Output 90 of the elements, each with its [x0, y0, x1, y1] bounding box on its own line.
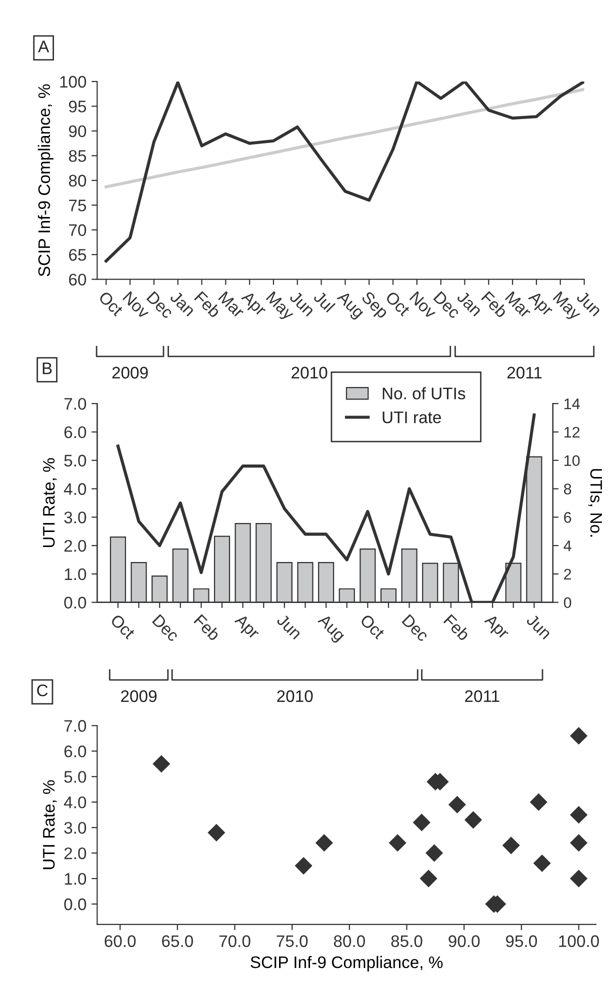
y-tick-label: 65: [69, 248, 86, 261]
chart-title: C: [37, 684, 48, 696]
y-tick-label: 3.0: [64, 822, 86, 834]
legend-label: No. of UTIs: [382, 387, 466, 400]
x-tick-label: Jun: [526, 613, 552, 640]
point: [208, 824, 226, 842]
x-tick-label: Oct: [110, 614, 136, 640]
point: [502, 836, 520, 854]
y-tick-label: 3.0: [64, 512, 86, 524]
y-tick-label: 6.0: [64, 746, 86, 758]
y-tick-label: 60: [69, 274, 86, 286]
y2-tick-label: 0: [564, 597, 572, 608]
point: [412, 814, 430, 832]
y-tick-label: 7.0: [64, 398, 86, 410]
line-series: [104, 88, 584, 188]
y-tick-label: 7.0: [64, 720, 86, 732]
y-tick-label: 2.0: [64, 540, 86, 552]
x-tick-label: Feb: [443, 614, 471, 642]
y2-tick-label: 4: [564, 540, 572, 552]
y-tick-label: 1.0: [64, 568, 86, 580]
y-tick-label: 6.0: [64, 426, 86, 438]
y-axis-title: UTI Rate, %: [43, 780, 57, 870]
x-tick-label: 65.0: [162, 935, 193, 948]
point: [448, 796, 466, 814]
point: [425, 844, 444, 862]
x-tick-label: Dec: [402, 614, 430, 642]
y-tick-label: 70: [69, 224, 86, 236]
x-tick-label: Jul: [312, 290, 336, 313]
text: 2009: [112, 366, 148, 379]
y-tick-label: 4.0: [64, 483, 86, 495]
x-tick-label: Aug: [315, 613, 346, 644]
point: [294, 857, 312, 875]
y-tick-label: 95: [69, 100, 86, 112]
chart-title: B: [42, 362, 52, 374]
y2-tick-label: 12: [564, 426, 580, 438]
point: [570, 870, 588, 888]
text: 2009: [121, 690, 157, 702]
x-tick-label: 95.0: [506, 935, 537, 948]
x-tick-label: Oct: [360, 614, 386, 640]
point: [533, 854, 551, 872]
point: [530, 793, 548, 811]
x-tick-label: Apr: [482, 613, 510, 642]
y-tick-label: 2.0: [64, 847, 86, 860]
text: 2011: [507, 366, 542, 379]
chart-title: A: [38, 40, 50, 52]
y2-tick-label: 10: [564, 455, 580, 466]
y2-tick-label: 6: [564, 512, 572, 523]
x-tick-label: Feb: [194, 614, 222, 642]
x-tick-label: 60.0: [104, 935, 136, 948]
y2-tick-label: 8: [564, 484, 572, 494]
point: [570, 834, 588, 852]
y2-axis-title: UTIs, No.: [588, 469, 602, 537]
y-tick-label: 1.0: [64, 872, 86, 885]
point: [464, 811, 482, 829]
point: [570, 806, 588, 824]
x-tick-label: 85.0: [391, 935, 422, 948]
x-tick-label: Apr: [232, 613, 261, 642]
x-tick-label: Jun: [276, 613, 302, 640]
point: [152, 755, 170, 773]
y2-tick-label: 14: [564, 398, 580, 410]
line-series: [104, 82, 584, 263]
y-tick-label: 0.0: [64, 898, 86, 910]
x-axis-title: SCIP Inf-9 Compliance, %: [250, 956, 443, 972]
x-tick-label: Oct: [384, 290, 411, 317]
point: [570, 727, 588, 745]
x-tick-label: 75.0: [276, 935, 308, 948]
x-tick-label: Dec: [152, 614, 180, 642]
y-tick-label: 100: [60, 76, 86, 88]
y-tick-label: 90: [69, 125, 86, 138]
y-tick-label: 75: [69, 200, 86, 212]
y-tick-label: 0.0: [64, 596, 86, 609]
text: 2010: [292, 366, 328, 379]
y-tick-label: 5.0: [64, 454, 86, 467]
y-axis-title: SCIP Inf-9 Compliance, %: [38, 84, 54, 276]
point: [315, 834, 333, 852]
x-tick-label: 100.0: [559, 935, 599, 948]
text: 2011: [465, 690, 500, 702]
x-tick-label: 80.0: [334, 935, 365, 948]
y2-tick-label: 2: [564, 568, 572, 580]
y-tick-label: 80: [68, 174, 86, 187]
legend-label: UTI rate: [382, 412, 441, 424]
x-tick-label: 70.0: [219, 935, 250, 948]
y-tick-label: 4.0: [64, 796, 86, 808]
y-axis-title: UTI Rate, %: [43, 458, 57, 548]
y-tick-label: 5.0: [64, 770, 86, 783]
point: [420, 870, 438, 888]
y-tick-label: 85: [68, 150, 86, 162]
x-tick-label: 90.0: [448, 935, 480, 948]
text: 2010: [277, 690, 313, 702]
point: [388, 834, 406, 852]
